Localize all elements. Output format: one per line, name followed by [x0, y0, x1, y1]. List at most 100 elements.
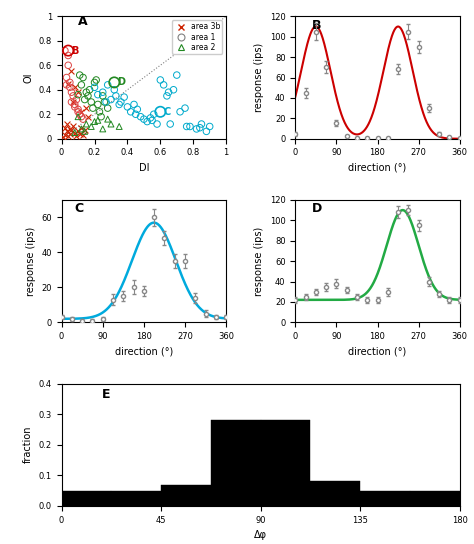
Point [74, 108, 82, 116]
Point [190, 39, 197, 48]
Point [74, 90, 82, 99]
Point [94, 100, 101, 109]
Point [84, 113, 92, 121]
Point [66, 129, 73, 138]
Point [73, 95, 80, 104]
Point [176, 108, 184, 116]
Point [117, 98, 125, 107]
X-axis label: direction (°): direction (°) [348, 163, 407, 173]
Point [150, 110, 157, 119]
X-axis label: DI: DI [138, 163, 149, 173]
Point [78, 81, 85, 89]
Point [81, 127, 89, 136]
Point [94, 116, 101, 125]
Point [127, 108, 135, 116]
Point [68, 98, 75, 107]
Point [64, 79, 72, 88]
Point [71, 128, 79, 137]
Point [63, 120, 70, 128]
Point [68, 67, 75, 76]
Point [71, 100, 79, 109]
Bar [161, 485, 211, 506]
X-axis label: Δφ: Δφ [254, 530, 267, 540]
Point [63, 127, 70, 136]
Point [156, 108, 164, 116]
Point [69, 91, 77, 100]
Point [196, 123, 204, 132]
Point [78, 113, 85, 121]
Point [64, 46, 72, 55]
Point [89, 104, 97, 113]
Point [156, 76, 164, 84]
Point [140, 115, 148, 123]
Point [107, 120, 115, 128]
Point [74, 127, 82, 136]
Point [76, 71, 83, 79]
Point [160, 81, 167, 89]
Point [107, 95, 115, 104]
Point [82, 88, 90, 97]
Point [68, 88, 75, 97]
Point [181, 104, 189, 113]
Point [66, 78, 73, 87]
Point [104, 104, 111, 113]
Point [104, 81, 111, 89]
Bar [410, 491, 460, 506]
Point [115, 122, 123, 131]
Point [82, 120, 90, 128]
Text: D: D [312, 202, 322, 215]
Point [69, 98, 77, 107]
Point [100, 98, 108, 107]
Point [202, 127, 210, 136]
Point [166, 120, 174, 128]
Bar [360, 491, 410, 506]
Point [115, 100, 123, 109]
Point [183, 122, 191, 131]
Point [66, 83, 73, 92]
Point [143, 118, 151, 126]
Legend: area 3b, area 1, area 2: area 3b, area 1, area 2 [172, 20, 222, 54]
Point [84, 91, 92, 100]
Point [71, 128, 79, 137]
Point [74, 105, 82, 114]
Bar [111, 491, 161, 506]
Point [130, 100, 138, 109]
Point [148, 116, 156, 125]
Point [81, 95, 89, 104]
Point [146, 114, 154, 122]
Point [82, 104, 90, 113]
Y-axis label: fraction: fraction [23, 426, 33, 463]
Text: C: C [75, 202, 84, 215]
Y-axis label: response (ips): response (ips) [254, 43, 264, 112]
Point [79, 73, 87, 82]
Point [61, 46, 69, 55]
Point [63, 81, 70, 89]
Point [71, 83, 79, 92]
Point [198, 120, 205, 128]
X-axis label: direction (°): direction (°) [348, 347, 407, 357]
Point [63, 73, 70, 82]
Point [170, 85, 177, 94]
Point [66, 125, 73, 133]
Point [186, 122, 194, 131]
Point [74, 113, 82, 121]
Point [94, 90, 101, 99]
Point [124, 102, 131, 112]
Point [102, 98, 110, 107]
Point [110, 78, 118, 87]
Point [193, 125, 201, 133]
Point [132, 110, 139, 119]
Point [104, 115, 111, 123]
Point [69, 122, 77, 131]
Bar [62, 491, 111, 506]
Point [99, 88, 107, 97]
Point [134, 105, 141, 114]
Point [74, 88, 82, 97]
Point [71, 102, 79, 112]
Point [79, 115, 87, 123]
Point [61, 123, 69, 132]
Point [78, 125, 85, 133]
Point [173, 71, 181, 79]
Point [97, 113, 105, 121]
Bar [211, 421, 261, 506]
